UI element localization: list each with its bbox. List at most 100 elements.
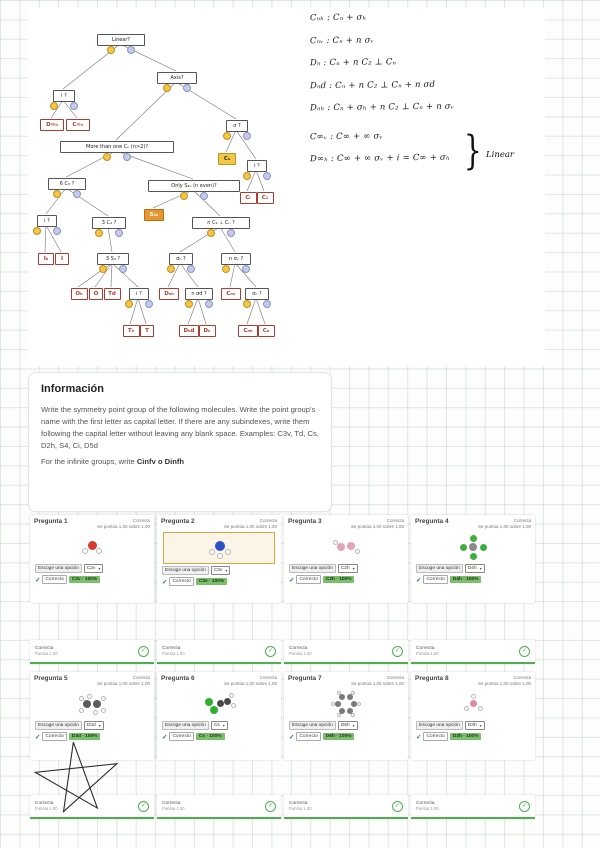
atom-icon: [337, 543, 345, 552]
question-header: Pregunta 8 Correcta Se puntúa 1,00 sobre…: [411, 672, 535, 688]
atom-icon: [209, 549, 215, 556]
no-face-icon: [187, 265, 195, 273]
atom-icon: [223, 697, 231, 705]
caret-down-icon: ▾: [352, 723, 355, 729]
question-status: Correcta Se puntúa 1,00 sobre 1,00: [224, 675, 277, 687]
answer-select[interactable]: C2v ▾: [83, 564, 104, 574]
strip-status: Correcta: [35, 646, 54, 651]
question-grade: Se puntúa 1,00 sobre 1,00: [223, 681, 277, 687]
yes-face-icon: [33, 227, 41, 235]
feedback-label: Correcto: [42, 575, 67, 585]
no-face-icon: [123, 153, 131, 161]
strip-text: Correcta Puntúa 1,00: [35, 646, 58, 656]
no-face-icon: [53, 227, 61, 235]
atom-icon: [87, 540, 97, 550]
answer-pill: C3v · 100%: [195, 578, 228, 586]
atom-icon: [347, 694, 353, 701]
strip-status: Correcta: [289, 801, 308, 806]
answer-select[interactable]: D3d ▾: [83, 721, 104, 731]
answer-select[interactable]: C2h ▾: [337, 564, 358, 574]
no-face-icon: [73, 190, 81, 198]
no-face-icon: [119, 265, 127, 273]
linear-annotation: Linear: [486, 150, 514, 160]
strip-status: Correcta: [162, 646, 181, 651]
atom-icon: [82, 548, 88, 555]
atom-icon: [351, 701, 357, 708]
atom-icon: [215, 541, 225, 552]
molecule-image: [417, 689, 529, 719]
molecule-image: [163, 689, 275, 719]
question-state: Correcta: [132, 518, 150, 523]
flow-node-i5: i ?: [129, 288, 149, 300]
yes-face-icon: [222, 265, 230, 273]
check-circle-icon: ✓: [265, 800, 276, 812]
feedback-row: ✓ Correcto D4h · 100%: [416, 575, 530, 585]
answer-label: Escoge una opción: [416, 564, 463, 574]
flow-node-dinfh: D∞ₕ: [40, 119, 64, 131]
answer-select[interactable]: C3v ▾: [210, 566, 231, 576]
info-infinite-note: For the infinite groups, write Cinfv o D…: [41, 456, 319, 468]
atom-icon: [351, 713, 355, 718]
feedback-label: Correcto: [296, 575, 321, 585]
question-result-strip: Correcta Puntúa 1,00 ✓: [284, 640, 408, 664]
yes-face-icon: [223, 132, 231, 140]
flow-node-ih: Iₕ: [38, 253, 54, 265]
correct-check-icon: ✓: [162, 578, 168, 586]
answer-label: Escoge una opción: [162, 566, 209, 576]
question-status: Correcta Se puntúa 1,00 sobre 1,00: [478, 675, 531, 687]
question-result-strip: Correcta Puntúa 1,00 ✓: [30, 795, 154, 819]
question-title: Pregunta 4: [415, 518, 449, 525]
strip-grade: Puntúa 1,00: [416, 806, 439, 811]
atom-icon: [469, 552, 477, 560]
question-header: Pregunta 6 Correcta Se puntúa 1,00 sobre…: [157, 672, 281, 688]
answer-row: Escoge una opción D3d ▾: [35, 721, 149, 731]
atom-icon: [78, 707, 84, 713]
answer-label: Escoge una opción: [35, 564, 82, 574]
flow-node-onlys: Only S₂ₙ (n even)?: [148, 180, 240, 192]
point-group-flowchart-panel: Linear? i ? Axis? D∞ₕ C∞ᵥ More than one Cₙ (n…: [28, 8, 545, 366]
answer-select[interactable]: Cs ▾: [210, 721, 228, 731]
answer-select[interactable]: D3h ▾: [464, 721, 485, 731]
answer-pill: C2v · 100%: [68, 576, 101, 584]
molecule-image: [290, 532, 402, 562]
no-face-icon: [205, 300, 213, 308]
feedback-label: Correcto: [169, 732, 194, 742]
note-line: Dₙₕ : Cₙ + σₕ + n C₂ ⊥ Cₙ + n σᵥ: [309, 101, 455, 114]
check-circle-icon: ✓: [138, 800, 149, 812]
atom-icon: [92, 709, 98, 715]
question-state: Correcta: [259, 675, 277, 680]
no-face-icon: [127, 46, 135, 54]
answer-select[interactable]: D6h ▾: [337, 721, 358, 731]
caret-down-icon: ▾: [352, 566, 355, 572]
question-status: Correcta Se puntúa 1,00 sobre 1,00: [351, 518, 404, 530]
answer-pill: Cs · 100%: [195, 733, 225, 741]
note-line: Dₙd : Cₙ + n C₂ ⊥ Cₙ + n σd: [309, 79, 436, 91]
yes-face-icon: [207, 229, 215, 237]
answer-pill: D4h · 100%: [449, 576, 482, 584]
correct-check-icon: ✓: [162, 733, 168, 741]
answer-row: Escoge una opción Cs ▾: [162, 721, 276, 731]
flow-node-cnh: Cₙₕ: [238, 325, 258, 337]
molecule-image: [290, 689, 402, 719]
handwritten-notes: Cₙₕ : Cₙ + σₕ Cₙᵥ : Cₙ + n σᵥ Dₙ : Cₙ + …: [310, 12, 542, 222]
question-state: Correcta: [513, 518, 531, 523]
answer-label: Escoge una opción: [289, 721, 336, 731]
check-circle-icon: ✓: [392, 800, 403, 812]
question-grade: Se puntúa 1,00 sobre 1,00: [223, 524, 277, 530]
strip-grade: Puntúa 1,00: [289, 651, 312, 656]
question-title: Pregunta 1: [34, 518, 68, 525]
check-circle-icon: ✓: [392, 645, 403, 657]
flow-node-dnd: Dₙd: [179, 325, 199, 337]
atom-icon: [78, 695, 84, 701]
answer-select[interactable]: D4h ▾: [464, 564, 485, 574]
feedback-row: ✓ Correcto C2h · 100%: [289, 575, 403, 585]
info-body: Write the symmetry point group of the fo…: [41, 404, 319, 453]
question-card: Pregunta 8 Correcta Se puntúa 1,00 sobre…: [411, 672, 535, 760]
question-header: Pregunta 4 Correcta Se puntúa 1,00 sobre…: [411, 515, 535, 531]
strip-grade: Puntúa 1,00: [289, 806, 312, 811]
atom-icon: [332, 539, 338, 545]
question-grade: Se puntúa 1,00 sobre 1,00: [350, 681, 404, 687]
feedback-row: ✓ Correcto D3h · 100%: [416, 732, 530, 742]
strip-text: Correcta Puntúa 1,00: [35, 801, 58, 811]
no-face-icon: [145, 300, 153, 308]
